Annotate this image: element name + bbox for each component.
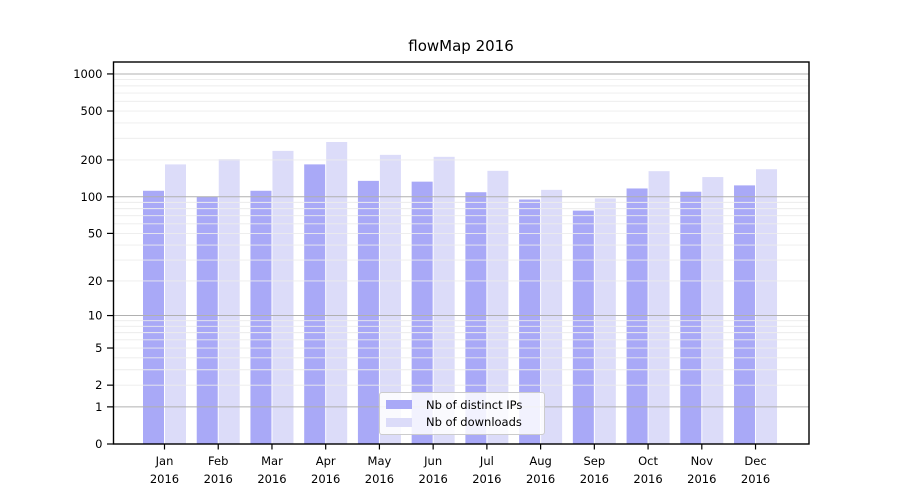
x-tick-label-month: Aug bbox=[529, 454, 551, 468]
bar-downloads-apr bbox=[326, 141, 348, 444]
x-tick-label-month: Dec bbox=[744, 454, 766, 468]
legend-item-downloads: Nb of downloads bbox=[386, 415, 536, 429]
bar-distinct-ips-may bbox=[357, 180, 379, 444]
y-tick-label: 100 bbox=[81, 190, 103, 204]
x-tick-label-year: 2016 bbox=[687, 472, 716, 486]
x-tick-label-year: 2016 bbox=[472, 472, 501, 486]
chart-title: flowMap 2016 bbox=[408, 37, 514, 55]
bar-distinct-ips-jun bbox=[411, 181, 433, 444]
legend-item-distinct-ips: Nb of distinct IPs bbox=[386, 398, 536, 412]
bar-downloads-dec bbox=[756, 169, 778, 444]
bar-downloads-mar bbox=[272, 150, 294, 444]
x-tick-label-year: 2016 bbox=[365, 472, 394, 486]
bar-distinct-ips-dec bbox=[734, 185, 756, 445]
x-tick-label-year: 2016 bbox=[311, 472, 340, 486]
bar-downloads-jul bbox=[487, 170, 509, 444]
legend-label-downloads: Nb of downloads bbox=[426, 415, 522, 430]
bar-distinct-ips-apr bbox=[304, 164, 326, 444]
x-tick-label-year: 2016 bbox=[419, 472, 448, 486]
legend-label-distinct-ips: Nb of distinct IPs bbox=[426, 397, 523, 412]
bar-downloads-feb bbox=[218, 159, 240, 444]
y-tick-label: 1 bbox=[95, 400, 102, 414]
bar-downloads-jan bbox=[165, 164, 186, 444]
y-tick-label: 10 bbox=[88, 309, 103, 323]
y-tick-label: 20 bbox=[88, 274, 103, 288]
y-tick-label: 5 bbox=[95, 341, 102, 355]
bar-distinct-ips-jul bbox=[465, 192, 487, 444]
bar-downloads-oct bbox=[648, 171, 670, 444]
x-tick-label-month: Oct bbox=[638, 454, 658, 468]
x-tick-label-month: Mar bbox=[261, 454, 283, 468]
x-tick-label-year: 2016 bbox=[526, 472, 555, 486]
x-tick-label-year: 2016 bbox=[257, 472, 286, 486]
x-tick-label-month: Feb bbox=[208, 454, 228, 468]
x-tick-label-month: Jul bbox=[479, 454, 494, 468]
legend: Nb of distinct IPs Nb of downloads bbox=[379, 392, 545, 435]
y-tick-label: 200 bbox=[81, 153, 103, 167]
x-tick-label-year: 2016 bbox=[204, 472, 233, 486]
x-tick-label-month: Jan bbox=[155, 454, 174, 468]
x-tick-label-year: 2016 bbox=[580, 472, 609, 486]
bar-distinct-ips-sep bbox=[572, 210, 594, 444]
x-tick-label-month: Jun bbox=[423, 454, 442, 468]
x-tick-label-year: 2016 bbox=[150, 472, 179, 486]
bar-downloads-aug bbox=[541, 189, 563, 444]
x-tick-label-month: May bbox=[368, 454, 392, 468]
bar-distinct-ips-aug bbox=[519, 199, 541, 444]
x-tick-label-month: Apr bbox=[316, 454, 336, 468]
legend-swatch-downloads bbox=[386, 417, 412, 427]
bar-downloads-may bbox=[379, 154, 401, 444]
legend-swatch-distinct-ips bbox=[386, 400, 412, 410]
bar-downloads-jun bbox=[433, 156, 455, 444]
y-tick-label: 0 bbox=[95, 437, 102, 451]
x-tick-label-year: 2016 bbox=[633, 472, 662, 486]
bar-downloads-nov bbox=[702, 177, 724, 445]
x-tick-label-year: 2016 bbox=[741, 472, 770, 486]
bar-distinct-ips-nov bbox=[680, 191, 702, 444]
y-tick-label: 1000 bbox=[73, 67, 102, 81]
bar-distinct-ips-jan bbox=[143, 190, 164, 444]
x-tick-label-month: Sep bbox=[583, 454, 605, 468]
y-tick-label: 500 bbox=[81, 104, 103, 118]
bar-distinct-ips-mar bbox=[250, 190, 272, 444]
y-tick-label: 2 bbox=[95, 378, 102, 392]
bar-distinct-ips-oct bbox=[626, 188, 648, 444]
y-tick-label: 50 bbox=[88, 226, 103, 240]
x-tick-label-month: Nov bbox=[691, 454, 714, 468]
axes-box bbox=[112, 61, 810, 445]
